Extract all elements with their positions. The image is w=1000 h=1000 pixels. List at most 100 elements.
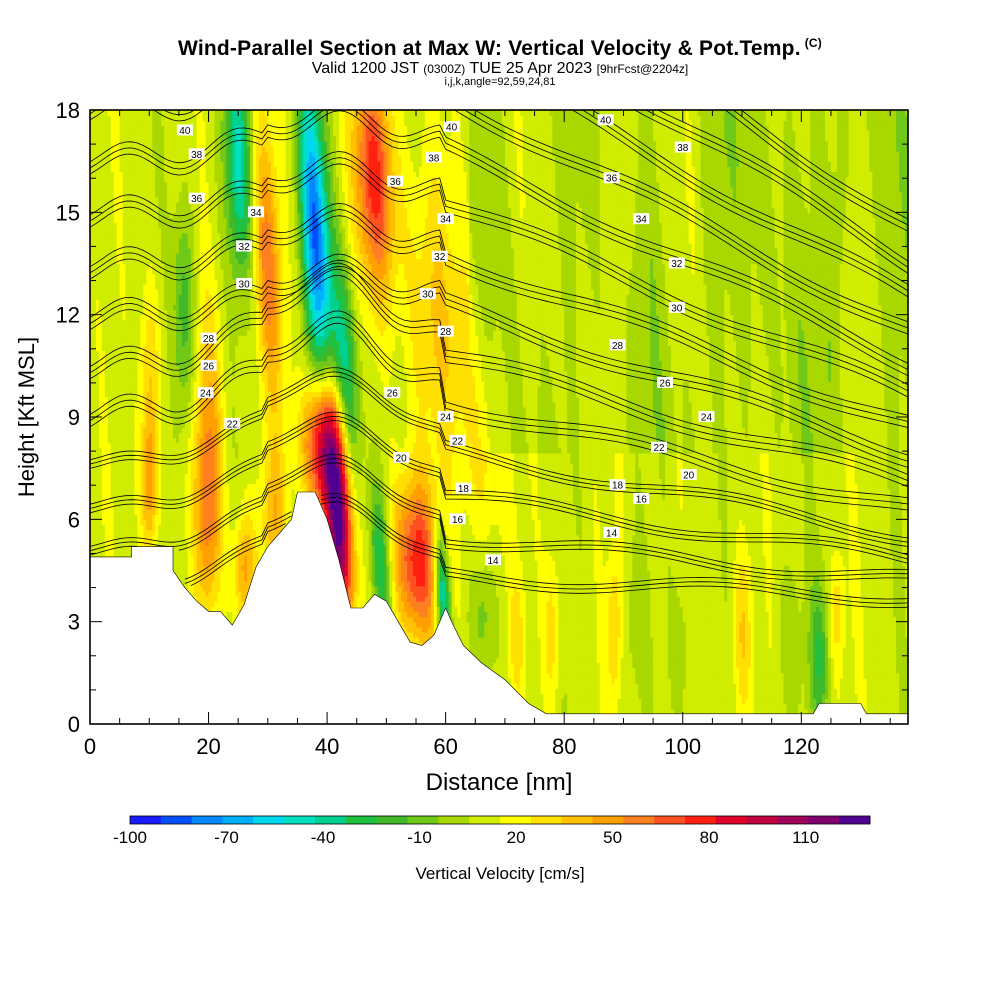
valid-date: TUE 25 Apr 2023 [469,60,592,77]
contour-label-bg [609,339,626,351]
contour-label-bg [449,513,466,525]
theta-contour-34-1 [90,110,908,329]
colorbar-swatch [592,816,624,824]
theta-contour-22-0 [90,322,908,511]
contour-label-bg [633,492,650,504]
colorbar-swatch [191,816,223,824]
y-tick-label: 0 [68,712,80,737]
contour-label: 38 [677,143,689,154]
contour-label: 24 [200,389,212,400]
contour-label: 26 [387,389,399,400]
theta-contour-36-1 [581,110,908,292]
grid-indices: i,j,k,angle=92,59,24,81 [0,76,1000,88]
colorbar-tick-label: -10 [407,828,432,847]
title-text: Wind-Parallel Section at Max W: Vertical… [178,37,801,60]
contour-label-bg [200,359,217,371]
colorbar-tick-label: -70 [214,828,239,847]
x-tick-label: 80 [552,734,576,759]
contour-label-bg [197,387,214,399]
x-axis-label: Distance [nm] [426,769,573,796]
contour-label: 32 [671,259,683,270]
x-axis: 0 20 40 60 80 100 120 [84,110,891,759]
theta-contour-40-2 [740,110,908,220]
contour-label: 16 [452,515,464,526]
contour-label: 36 [191,194,203,205]
contour-label-bg [603,526,620,538]
colorbar-swatch [160,816,193,824]
theta-contour-28-1 [90,209,908,422]
contour-label: 28 [612,341,624,352]
x-tick-label: 40 [315,734,339,759]
colorbar-tick-label: 80 [700,828,719,847]
colorbar-frame [129,815,871,825]
contour-label-bg [393,451,410,463]
x-tick-label: 0 [84,734,96,759]
y-tick-label: 15 [56,200,80,225]
theta-contour-22-1 [90,316,908,505]
contour-label-bg [236,277,253,289]
valid-zulu: (0300Z) [423,62,465,76]
colorbar-swatch [500,816,532,824]
theta-contour-24-2 [90,262,908,475]
theta-contour-36-0 [571,110,908,298]
theta-contour-34-2 [474,110,908,323]
theta-contour-14-0 [190,501,908,608]
colorbar-tick-label: 50 [603,828,622,847]
theta-contour-16-1 [90,458,908,577]
contour-label-bg [698,411,715,422]
contour-label: 22 [452,436,464,447]
theta-contour-30-0 [90,163,908,398]
contour-label-bg [603,172,620,184]
contour-label-bg [674,141,691,153]
contour-label-bg [224,417,241,429]
forecast-info: [9hrFcst@2204z] [597,62,689,76]
contour-label-bg [651,441,668,453]
colorbar-tick-label: 20 [507,828,526,847]
contour-label-bg [449,434,466,446]
contour-label: 32 [239,242,251,253]
colorbar-swatch [839,816,871,824]
x-tick-label: 20 [196,734,220,759]
theta-contour-34-0 [90,110,908,335]
contour-label: 28 [203,334,215,345]
colorbar-swatch [654,816,686,824]
terrain-mask [89,491,909,725]
contour-label-bg [387,175,404,187]
contour-label: 36 [606,174,618,185]
contour-label-bg [188,192,205,204]
theta-contour-26-2 [90,253,908,456]
theta-contour-18-2 [90,411,908,556]
pot-temp-contours [90,110,908,608]
theta-contour-40-1 [732,110,908,226]
colorbar-tick-label: -40 [311,828,336,847]
contour-label: 40 [600,116,612,127]
contour-label: 40 [179,126,191,137]
contour-label-bg [437,213,454,225]
colorbar-tick-label: -100 [113,828,147,847]
y-tick-label: 12 [56,303,80,328]
contour-label-bg [188,148,205,160]
colorbar-swatch [407,816,439,824]
contour-label-bg [609,479,626,491]
theta-contour-18-1 [90,415,908,560]
theta-contour-18-0 [90,420,908,564]
contour-label-bg [419,288,436,300]
contour-label-bg [443,121,460,133]
theta-contour-26-1 [90,259,908,462]
colorbar-swatch [715,816,748,824]
contour-label-bg [656,376,673,388]
contour-label: 34 [250,208,262,219]
x-tick-label: 120 [783,734,820,759]
contour-label: 26 [203,361,215,372]
contour-label-bg [633,213,650,225]
theta-contour-20-0 [90,375,908,547]
colorbar-swatch [345,816,378,824]
colorbar-swatch [222,816,254,824]
contour-label: 20 [683,470,695,481]
theta-contour-22-2 [90,310,908,499]
contour-label-bg [437,325,454,337]
contour-label: 28 [440,327,452,338]
contour-label-bg [236,240,253,252]
contour-label: 24 [440,413,452,424]
